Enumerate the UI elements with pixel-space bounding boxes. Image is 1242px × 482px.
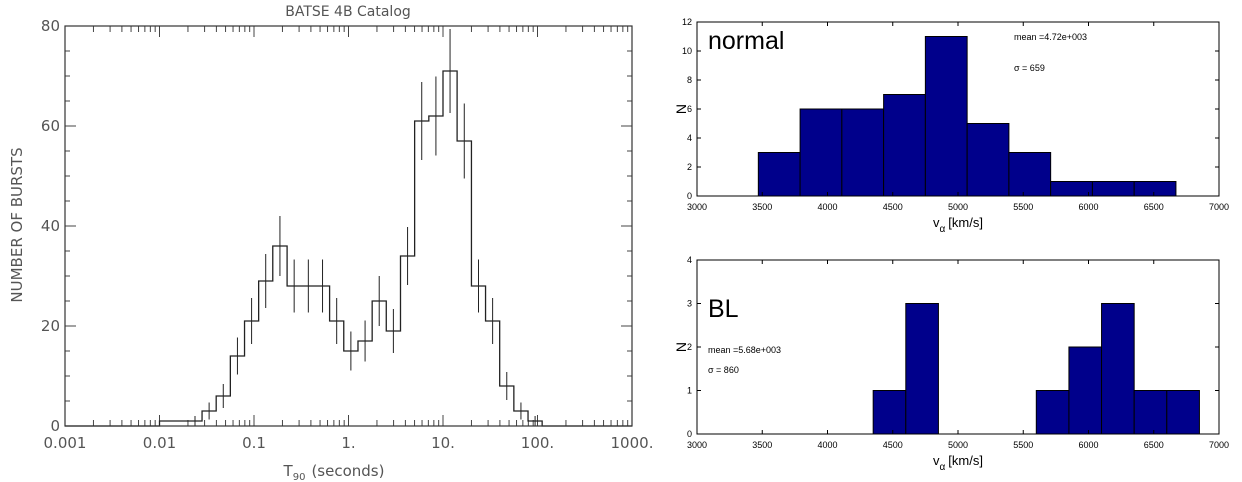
- normal-x-tick-label: 4000: [817, 202, 837, 212]
- bl-bar: [1101, 303, 1135, 435]
- batse-y-axis-label: NUMBER OF BURSTS: [8, 147, 26, 302]
- bl-mean: mean =5.68e+003: [708, 345, 781, 355]
- batse-y-tick-label: 80: [41, 17, 60, 35]
- bl-bar: [1068, 346, 1103, 435]
- normal-bar: [1008, 152, 1052, 197]
- bl-sigma: σ = 860: [708, 365, 739, 375]
- batse-x-tick-label: 10.: [431, 434, 455, 452]
- bl-x-tick-label: 5000: [948, 440, 968, 450]
- normal-x-tick-label: 5000: [948, 202, 968, 212]
- normal-bar: [924, 36, 968, 197]
- batse-x-tick-label: 0.001: [44, 434, 87, 452]
- bl-bar: [1035, 390, 1070, 435]
- normal-y-tick-label: 4: [687, 133, 692, 143]
- normal-x-tick-label: 3000: [687, 202, 707, 212]
- batse-y-tick-label: 0: [50, 417, 60, 435]
- batse-title: BATSE 4B Catalog: [285, 4, 411, 20]
- normal-y-axis-label: N: [673, 104, 689, 114]
- batse-x-tick-label: 1000.: [611, 434, 654, 452]
- normal-bar: [1050, 181, 1093, 197]
- bl-y-tick-label: 1: [687, 386, 692, 396]
- bl-x-tick-label: 3000: [687, 440, 707, 450]
- batse-y-tick-label: 40: [41, 217, 60, 235]
- normal-y-tick-label: 10: [682, 46, 692, 56]
- batse-x-tick-label: 0.1: [242, 434, 266, 452]
- batse-histogram-step-line: [65, 70, 632, 427]
- normal-bar: [883, 94, 926, 197]
- normal-mean: mean =4.72e+003: [1014, 32, 1087, 42]
- bl-bar: [1166, 390, 1200, 435]
- bl-x-tick-label: 5500: [1013, 440, 1033, 450]
- normal-velocity-panel: 3000 3500 4000 4500 5000 5500 6000 6500 7000 0 2 4 6…: [673, 17, 1229, 235]
- bl-x-tick-label: 6000: [1078, 440, 1098, 450]
- normal-x-tick-label: 4500: [883, 202, 903, 212]
- normal-x-tick-label: 3500: [752, 202, 772, 212]
- bl-bar: [905, 303, 939, 435]
- bl-y-tick-label: 3: [687, 299, 692, 309]
- bl-y-tick-label: 0: [687, 429, 692, 439]
- normal-bar: [1091, 181, 1135, 197]
- normal-x-tick-label: 6000: [1078, 202, 1098, 212]
- bl-x-axis-label: vα [km/s]: [933, 453, 983, 473]
- batse-x-axis-label: T90 (seconds): [283, 462, 385, 482]
- batse-duration-panel: BATSE 4B Catalog NUMBER OF BURSTS T90 (se…: [8, 4, 653, 482]
- bl-y-axis-label: N: [673, 342, 689, 352]
- normal-x-axis-label: vα [km/s]: [933, 215, 983, 235]
- bl-y-tick-label: 2: [687, 342, 692, 352]
- normal-x-tick-label: 7000: [1209, 202, 1229, 212]
- batse-plot-frame: [64, 25, 633, 427]
- normal-x-tick-label: 5500: [1013, 202, 1033, 212]
- normal-y-tick-label: 0: [687, 191, 692, 201]
- bl-y-tick-label: 4: [687, 255, 692, 265]
- bl-x-tick-label: 4500: [883, 440, 903, 450]
- bl-x-tick-label: 4000: [817, 440, 837, 450]
- normal-bar: [799, 108, 843, 197]
- normal-bar: [1133, 181, 1177, 197]
- batse-y-tick-label: 60: [41, 117, 60, 135]
- normal-y-tick-label: 2: [687, 162, 692, 172]
- normal-annotation: normal: [708, 27, 784, 55]
- normal-bar: [966, 123, 1010, 197]
- batse-x-tick-label: 100.: [521, 434, 554, 452]
- normal-y-tick-label: 8: [687, 75, 692, 85]
- bl-plot-frame: [696, 259, 1220, 435]
- normal-y-tick-label: 12: [682, 17, 692, 27]
- bl-x-tick-label: 6500: [1144, 440, 1164, 450]
- bl-bar: [872, 390, 907, 435]
- batse-x-tick-label: 1.: [341, 434, 355, 452]
- normal-plot-frame: [696, 21, 1220, 197]
- bl-annotation: BL: [708, 295, 739, 323]
- batse-x-tick-label: 0.01: [143, 434, 176, 452]
- normal-y-tick-label: 6: [687, 104, 692, 114]
- bl-x-tick-label: 3500: [752, 440, 772, 450]
- normal-bar: [841, 108, 885, 197]
- bl-bar: [1133, 390, 1168, 435]
- normal-sigma: σ = 659: [1014, 63, 1045, 73]
- batse-y-tick-label: 20: [41, 317, 60, 335]
- normal-bar: [757, 152, 801, 197]
- bl-x-tick-label: 7000: [1209, 440, 1229, 450]
- bl-velocity-panel: 3000 3500 4000 4500 5000 5500 6000 6500 7000 0 1 2 3…: [673, 255, 1229, 473]
- normal-x-tick-label: 6500: [1144, 202, 1164, 212]
